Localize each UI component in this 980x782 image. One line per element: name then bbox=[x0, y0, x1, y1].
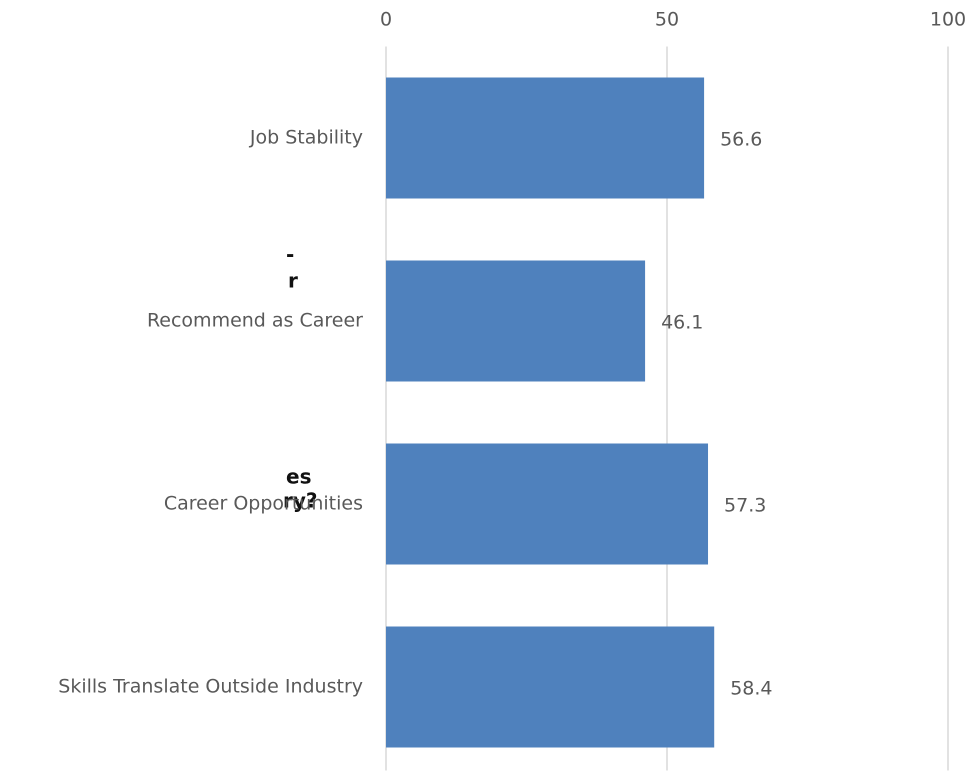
value-label: 57.3 bbox=[724, 495, 766, 517]
value-label: 46.1 bbox=[661, 312, 703, 334]
x-tick-label: 0 bbox=[380, 9, 392, 31]
background-text: - bbox=[286, 243, 294, 267]
y-tick-label: Career Opportunities bbox=[164, 493, 363, 515]
background-text: es bbox=[286, 465, 311, 489]
bar bbox=[386, 260, 646, 382]
value-label: 56.6 bbox=[720, 129, 762, 151]
background-text: r bbox=[288, 269, 298, 293]
x-tick-label: 50 bbox=[655, 9, 679, 31]
bar bbox=[386, 443, 709, 565]
value-label: 58.4 bbox=[730, 678, 772, 700]
x-tick-label: 100 bbox=[930, 9, 966, 31]
bar bbox=[386, 77, 705, 199]
bar bbox=[386, 626, 715, 748]
y-tick-label: Skills Translate Outside Industry bbox=[58, 676, 363, 698]
background-text: ry? bbox=[283, 489, 318, 513]
y-tick-label: Job Stability bbox=[249, 127, 363, 149]
y-tick-label: Recommend as Career bbox=[147, 310, 363, 332]
